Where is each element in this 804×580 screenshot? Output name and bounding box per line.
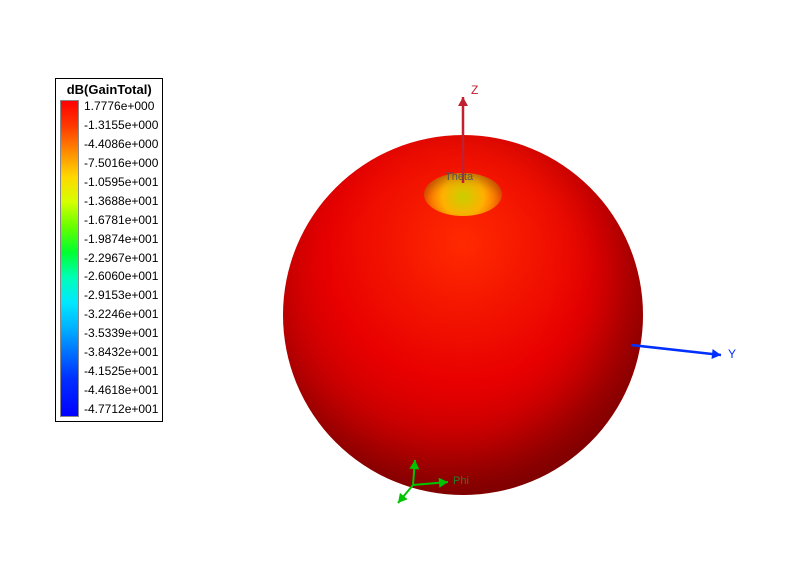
gain-3d-plot[interactable]: Z Y Theta Phi xyxy=(0,0,804,580)
axis-label-theta: Theta xyxy=(445,171,473,183)
axis-label-y: Y xyxy=(728,347,736,361)
axis-label-phi: Phi xyxy=(453,475,469,487)
stage: dB(GainTotal) 1.7776e+000-1.3155e+000-4.… xyxy=(0,0,804,580)
axis-label-z: Z xyxy=(471,83,478,97)
axes-overlay xyxy=(0,0,804,580)
